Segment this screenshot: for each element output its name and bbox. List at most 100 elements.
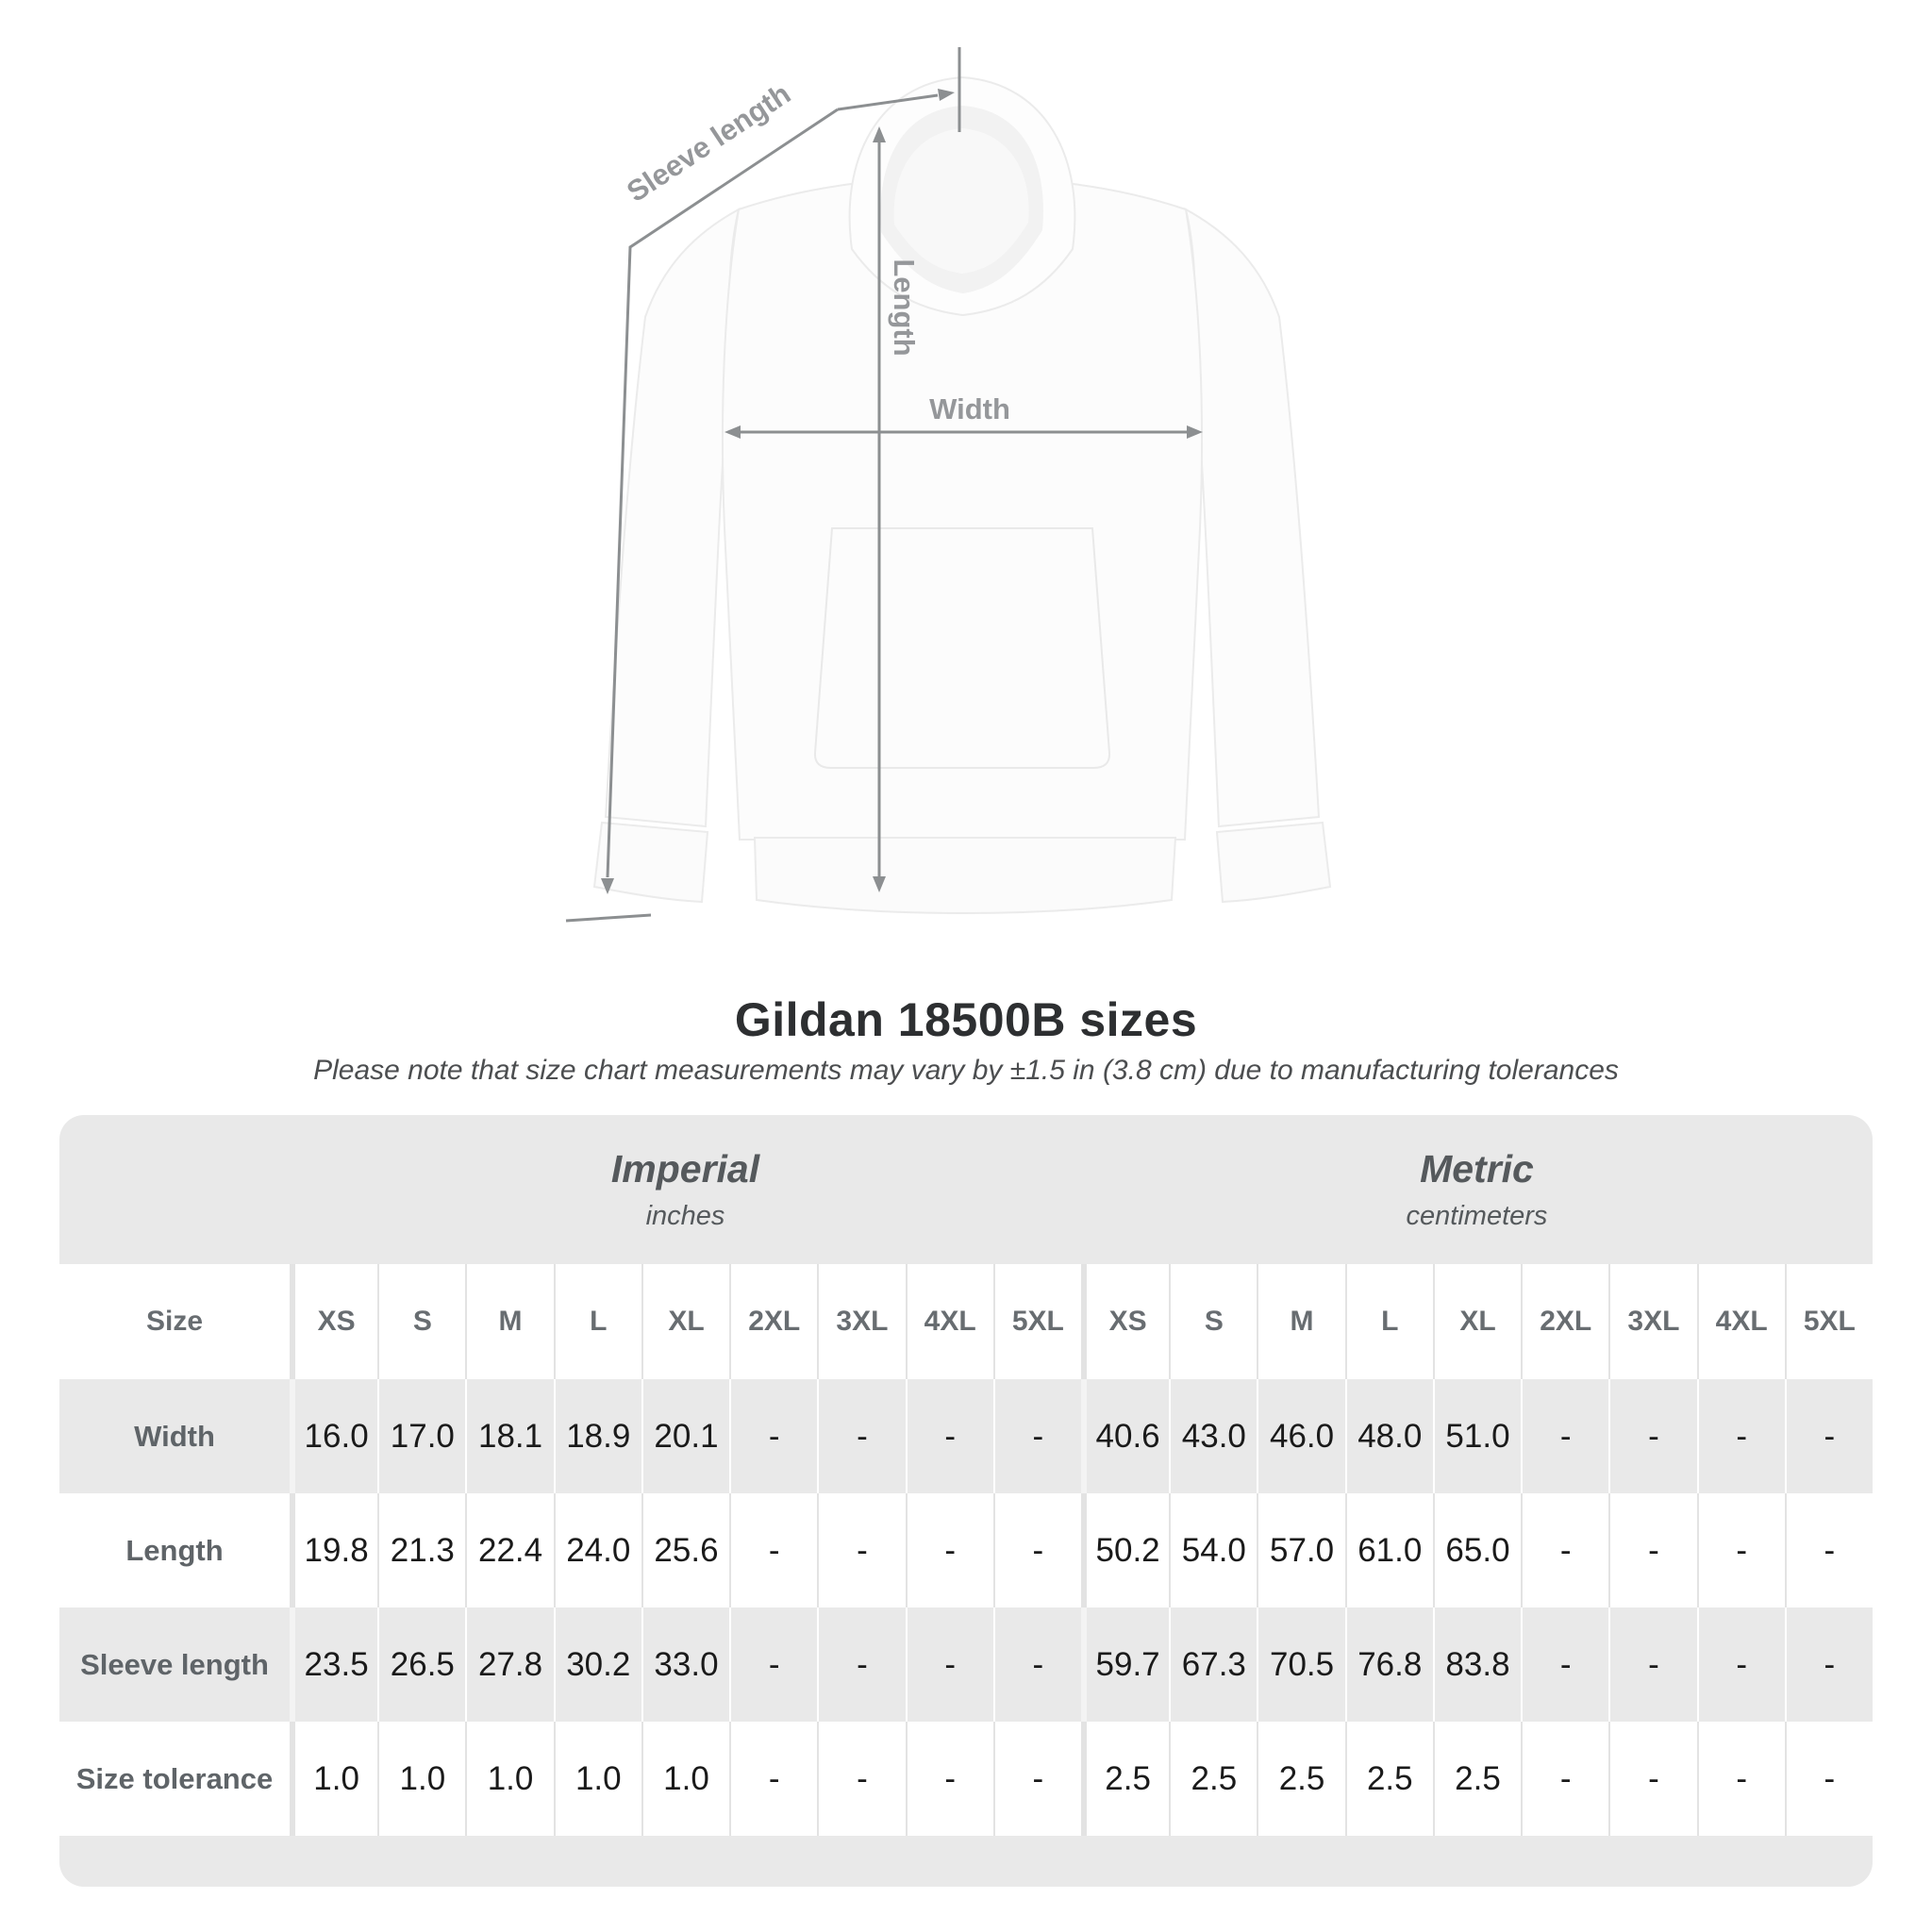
length-down-arrowhead <box>873 876 886 892</box>
tolerance-note: Please note that size chart measurements… <box>313 1055 1619 1086</box>
cell-size-tolerance-metric-2xl: - <box>1521 1722 1609 1836</box>
page-title: Gildan 18500B sizes <box>734 993 1198 1046</box>
cell-sleeve-length-metric-xs: 59.7 <box>1080 1607 1170 1722</box>
cell-sleeve-length-imperial-xl: 33.0 <box>641 1607 730 1722</box>
cell-size-tolerance-imperial-5xl: - <box>992 1722 1081 1836</box>
sleeve-length-line <box>606 108 839 878</box>
cell-sleeve-length-metric-xl: 83.8 <box>1432 1607 1522 1722</box>
cell-size-tolerance-imperial-2xl: - <box>729 1722 818 1836</box>
size-header-imperial-m: M <box>465 1264 554 1379</box>
size-header-metric-2xl: 2XL <box>1521 1264 1609 1379</box>
sleeve-arrowhead <box>938 89 955 101</box>
hoodie-right-cuff <box>1215 821 1332 904</box>
hoodie-right-sleeve <box>1184 208 1321 828</box>
cell-length-metric-xs: 50.2 <box>1080 1493 1170 1607</box>
cell-length-imperial-s: 21.3 <box>377 1493 466 1607</box>
cell-length-imperial-l: 24.0 <box>553 1493 641 1607</box>
size-header-metric-l: L <box>1344 1264 1433 1379</box>
cell-sleeve-length-metric-2xl: - <box>1521 1607 1609 1722</box>
sleeve-length-label: Sleeve length <box>621 76 796 208</box>
length-up-arrowhead <box>873 126 886 142</box>
hoodie-pocket <box>813 527 1111 769</box>
cell-sleeve-length-imperial-l: 30.2 <box>553 1607 641 1722</box>
cell-length-metric-4xl: - <box>1696 1493 1785 1607</box>
cell-size-tolerance-imperial-s: 1.0 <box>377 1722 466 1836</box>
size-header-imperial-l: L <box>553 1264 641 1379</box>
size-header-imperial-xs: XS <box>290 1264 378 1379</box>
cell-size-tolerance-metric-l: 2.5 <box>1344 1722 1433 1836</box>
sleeve-length-bottom-tick <box>565 913 652 923</box>
cell-width-imperial-4xl: - <box>905 1379 993 1493</box>
size-header-metric-3xl: 3XL <box>1608 1264 1697 1379</box>
cell-width-metric-xs: 40.6 <box>1080 1379 1170 1493</box>
cell-size-tolerance-metric-xl: 2.5 <box>1432 1722 1522 1836</box>
cell-length-imperial-xs: 19.8 <box>290 1493 378 1607</box>
row-label-width: Width <box>59 1379 290 1493</box>
row-label-sleeve-length: Sleeve length <box>59 1607 290 1722</box>
hoodie-diagram: Sleeve length Length Width <box>565 47 1332 923</box>
cell-width-metric-5xl: - <box>1784 1379 1873 1493</box>
imperial-unit-label: inches <box>645 1201 725 1231</box>
cell-length-imperial-xl: 25.6 <box>641 1493 730 1607</box>
cell-width-imperial-xs: 16.0 <box>290 1379 378 1493</box>
cell-size-tolerance-metric-5xl: - <box>1784 1722 1873 1836</box>
width-left-arrowhead <box>724 425 741 439</box>
cell-sleeve-length-imperial-xs: 23.5 <box>290 1607 378 1722</box>
cell-size-tolerance-imperial-3xl: - <box>817 1722 906 1836</box>
cell-sleeve-length-metric-4xl: - <box>1696 1607 1785 1722</box>
cell-width-metric-m: 46.0 <box>1257 1379 1345 1493</box>
size-header-imperial-5xl: 5XL <box>992 1264 1081 1379</box>
hoodie-left-sleeve <box>604 208 741 828</box>
cell-width-imperial-s: 17.0 <box>377 1379 466 1493</box>
table-header-band <box>59 1115 1873 1264</box>
length-label: Length <box>888 258 921 356</box>
cell-length-imperial-2xl: - <box>729 1493 818 1607</box>
cell-size-tolerance-metric-xs: 2.5 <box>1080 1722 1170 1836</box>
cell-width-imperial-m: 18.1 <box>465 1379 554 1493</box>
cell-length-metric-l: 61.0 <box>1344 1493 1433 1607</box>
cell-width-metric-4xl: - <box>1696 1379 1785 1493</box>
cell-size-tolerance-imperial-m: 1.0 <box>465 1722 554 1836</box>
hoodie-left-cuff <box>592 821 709 904</box>
size-chart-table: Imperial inches Metric centimeters Size X… <box>59 1115 1873 1887</box>
cell-size-tolerance-imperial-4xl: - <box>905 1722 993 1836</box>
width-label: Width <box>929 392 1010 425</box>
metric-unit-label: centimeters <box>1406 1201 1548 1231</box>
cell-width-metric-3xl: - <box>1608 1379 1697 1493</box>
cell-size-tolerance-imperial-xs: 1.0 <box>290 1722 378 1836</box>
arrowheads <box>601 89 1203 894</box>
cell-sleeve-length-imperial-m: 27.8 <box>465 1607 554 1722</box>
cell-length-metric-m: 57.0 <box>1257 1493 1345 1607</box>
row-label-size-tolerance: Size tolerance <box>59 1722 290 1836</box>
cell-width-imperial-3xl: - <box>817 1379 906 1493</box>
cell-width-metric-2xl: - <box>1521 1379 1609 1493</box>
size-header-imperial-4xl: 4XL <box>905 1264 993 1379</box>
size-header-metric-5xl: 5XL <box>1784 1264 1873 1379</box>
cell-width-imperial-2xl: - <box>729 1379 818 1493</box>
cell-length-metric-3xl: - <box>1608 1493 1697 1607</box>
cell-width-imperial-l: 18.9 <box>553 1379 641 1493</box>
cell-width-metric-xl: 51.0 <box>1432 1379 1522 1493</box>
cell-width-metric-s: 43.0 <box>1169 1379 1257 1493</box>
size-header-metric-m: M <box>1257 1264 1345 1379</box>
cell-size-tolerance-metric-m: 2.5 <box>1257 1722 1345 1836</box>
sleeve-length-arrow <box>837 93 939 111</box>
size-header-metric-xl: XL <box>1432 1264 1522 1379</box>
cell-length-metric-5xl: - <box>1784 1493 1873 1607</box>
size-header-imperial-3xl: 3XL <box>817 1264 906 1379</box>
cell-length-imperial-5xl: - <box>992 1493 1081 1607</box>
cell-length-imperial-3xl: - <box>817 1493 906 1607</box>
cell-sleeve-length-metric-5xl: - <box>1784 1607 1873 1722</box>
cell-length-metric-xl: 65.0 <box>1432 1493 1522 1607</box>
hoodie-hood-lining <box>893 128 1029 274</box>
cell-size-tolerance-imperial-l: 1.0 <box>553 1722 641 1836</box>
size-header-imperial-s: S <box>377 1264 466 1379</box>
cell-sleeve-length-metric-l: 76.8 <box>1344 1607 1433 1722</box>
size-header-metric-s: S <box>1169 1264 1257 1379</box>
cell-sleeve-length-imperial-5xl: - <box>992 1607 1081 1722</box>
metric-label: Metric <box>1420 1147 1534 1191</box>
cell-width-imperial-5xl: - <box>992 1379 1081 1493</box>
cell-sleeve-length-imperial-3xl: - <box>817 1607 906 1722</box>
cell-size-tolerance-metric-4xl: - <box>1696 1722 1785 1836</box>
hoodie-hem-band <box>753 837 1177 915</box>
